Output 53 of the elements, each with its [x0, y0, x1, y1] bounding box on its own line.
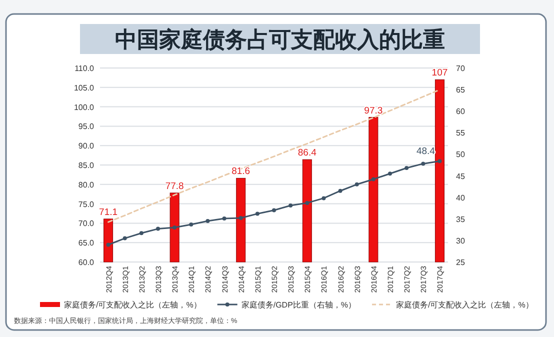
point: [189, 222, 194, 226]
y-tick-label: 75.0: [78, 200, 95, 209]
point: [438, 159, 442, 164]
data-label: 48.4: [416, 146, 435, 158]
y2-tick-label: 35: [456, 214, 466, 224]
point: [371, 177, 376, 182]
point: [272, 208, 276, 212]
point: [106, 242, 110, 247]
y2-tick-label: 60: [456, 107, 466, 116]
data-label: 71.1: [99, 206, 118, 218]
data-label: 86.4: [298, 148, 316, 159]
point: [139, 231, 144, 236]
point: [388, 172, 392, 176]
point: [255, 212, 260, 216]
y2-tick-label: 25: [456, 258, 466, 267]
y2-tick-label: 30: [456, 236, 466, 246]
y-tick-label: 70.0: [78, 219, 95, 228]
y2-tick-label: 40: [456, 193, 466, 202]
y2-tick-label: 70: [456, 64, 466, 73]
y-tick-label: 105.0: [74, 83, 95, 92]
data-label: 77.8: [165, 180, 184, 192]
y-tick-label: 60.0: [78, 258, 95, 267]
chart-title: 中国家庭债务占可支配收入的比重: [115, 27, 445, 52]
point: [322, 196, 326, 200]
legend-label: 家庭债务/可支配收入之比（左轴，%）: [64, 300, 202, 310]
legend-label: 家庭债务/可支配收入之比（左轴，%）: [396, 300, 534, 310]
y-tick-label: 85.0: [78, 161, 95, 170]
point: [238, 216, 243, 220]
y2-tick-label: 45: [456, 172, 466, 181]
y2-tick-label: 50: [456, 150, 466, 160]
point: [288, 204, 293, 208]
data-label: 81.6: [232, 166, 250, 178]
data-label: 107: [432, 68, 448, 79]
point: [156, 226, 160, 231]
point: [421, 162, 426, 166]
y2-tick-label: 55: [456, 128, 466, 138]
point: [338, 188, 342, 193]
y-tick-label: 90.0: [78, 142, 95, 151]
y-tick-label: 65.0: [78, 238, 95, 248]
point: [354, 182, 359, 186]
y-tick-label: 80.0: [78, 180, 95, 190]
point: [172, 226, 177, 230]
point: [404, 166, 409, 170]
y-tick-label: 100.0: [74, 102, 95, 112]
y2-tick-label: 65: [456, 86, 466, 95]
point: [305, 200, 310, 205]
point: [206, 219, 210, 224]
point: [222, 216, 226, 220]
point: [122, 236, 127, 240]
y-tick-label: 95.0: [78, 122, 95, 132]
data-label: 97.3: [364, 105, 383, 116]
legend-label: 家庭债务/GDP比重（右轴，%）: [241, 300, 356, 310]
y-tick-label: 110.0: [74, 64, 95, 73]
